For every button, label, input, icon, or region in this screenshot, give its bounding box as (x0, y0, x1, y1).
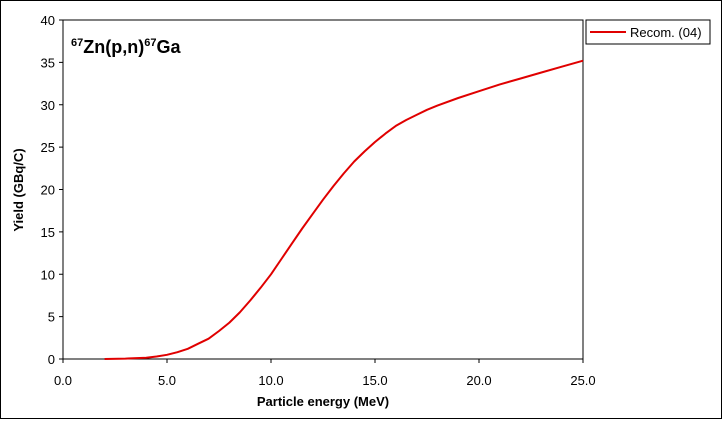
y-axis-title: Yield (GBq/C) (11, 148, 26, 231)
y-tick-label: 30 (41, 98, 55, 113)
y-tick-label: 10 (41, 267, 55, 282)
y-tick-label: 15 (41, 225, 55, 240)
plot-area (62, 19, 584, 360)
x-tick-label: 5.0 (158, 373, 176, 388)
reaction-target: Zn(p,n) (83, 37, 144, 57)
reaction-product: Ga (156, 37, 181, 57)
series-layer (104, 59, 584, 360)
legend-label: Recom. (04) (630, 25, 702, 40)
x-tick-label: 15.0 (362, 373, 387, 388)
y-tick-label: 35 (41, 55, 55, 70)
y-tick-label: 40 (41, 13, 55, 28)
x-tick-label: 10.0 (258, 373, 283, 388)
y-tick-label: 20 (41, 183, 55, 198)
y-tick-label: 5 (48, 310, 55, 325)
y-axis: 0 5 10 15 20 25 30 35 40 (41, 13, 63, 367)
reaction-mass-b: 67 (144, 37, 156, 49)
series-line (104, 59, 584, 360)
reaction-annotation: 67Zn(p,n)67Ga (71, 37, 181, 57)
y-tick-label: 0 (48, 352, 55, 367)
x-tick-label: 25.0 (570, 373, 595, 388)
y-tick-label: 25 (41, 140, 55, 155)
legend: Recom. (04) (585, 19, 711, 45)
x-axis: 0.0 5.0 10.0 15.0 20.0 25.0 (54, 359, 596, 388)
reaction-mass-a: 67 (71, 37, 83, 49)
x-tick-label: 0.0 (54, 373, 72, 388)
x-axis-title: Particle energy (MeV) (257, 394, 389, 409)
x-tick-label: 20.0 (466, 373, 491, 388)
